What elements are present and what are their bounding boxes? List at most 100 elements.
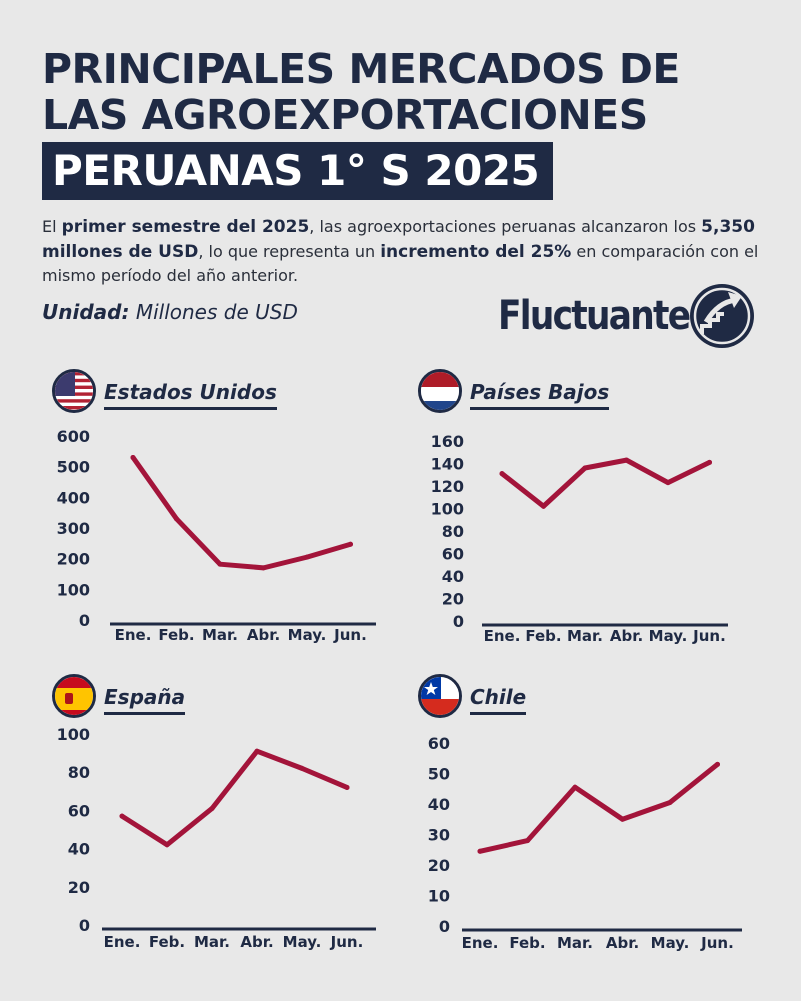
y-tick-label: 30 — [428, 826, 450, 845]
intro-text: en comparación con el mismo período del … — [42, 241, 759, 286]
chart-title-netherlands: Países Bajos — [470, 380, 610, 410]
chart-title-chile: Chile — [470, 685, 527, 715]
y-tick-label: 60 — [442, 545, 464, 564]
y-tick-label: 80 — [442, 522, 464, 541]
x-tick-label: Ene. — [462, 934, 499, 952]
chart-title-spain: España — [104, 685, 186, 715]
y-tick-label: 300 — [57, 519, 90, 538]
intro-highlight: incremento del 25% — [380, 241, 572, 262]
y-tick-label: 60 — [428, 734, 450, 753]
usa-flag-icon — [52, 369, 96, 413]
series-line — [499, 457, 712, 509]
unit-value: Millones de USD — [129, 300, 298, 324]
data-point — [174, 516, 179, 522]
data-point — [715, 761, 720, 767]
data-point — [624, 457, 629, 463]
x-tick-label: Feb. — [525, 627, 561, 645]
unit-label: Unidad: Millones de USD — [42, 300, 298, 324]
data-point — [667, 799, 673, 805]
spain-flag-icon — [52, 674, 96, 718]
intro-highlight: 5,350 millones de USD — [42, 217, 755, 262]
y-tick-label: 100 — [57, 725, 90, 744]
x-tick-label: Mar. — [194, 933, 230, 951]
x-tick-label: Abr. — [247, 626, 280, 644]
data-point — [217, 561, 223, 567]
page-title-highlight: PERUANAS 1° S 2025 — [42, 142, 554, 200]
page-title-line-2: LAS AGROEXPORTACIONES — [42, 91, 648, 139]
data-point — [525, 838, 530, 844]
chart-title-usa: Estados Unidos — [104, 380, 277, 410]
series-line — [119, 748, 350, 848]
intro-text: El — [42, 217, 62, 236]
y-tick-label: 160 — [431, 432, 464, 451]
y-tick-label: 400 — [57, 488, 90, 507]
y-tick-label: 600 — [57, 427, 90, 446]
data-point — [130, 454, 136, 460]
page-title-line-1: PRINCIPALES MERCADOS DE — [42, 45, 680, 93]
y-tick-label: 100 — [431, 500, 464, 519]
data-point — [304, 554, 310, 560]
y-tick-label: 40 — [428, 795, 450, 814]
unit-key: Unidad: — [42, 300, 130, 324]
y-tick-label: 200 — [57, 550, 90, 569]
data-point — [348, 541, 353, 547]
data-point — [254, 748, 260, 754]
y-tick-label: 0 — [79, 611, 90, 630]
data-point — [299, 765, 305, 771]
y-tick-label: 0 — [79, 916, 90, 935]
x-tick-label: Abr. — [606, 934, 639, 952]
series-line — [477, 761, 720, 854]
x-tick-label: Ene. — [115, 626, 152, 644]
y-tick-label: 40 — [68, 840, 90, 859]
y-tick-label: 140 — [431, 455, 464, 474]
data-point — [261, 565, 266, 571]
y-tick-label: 40 — [442, 567, 464, 586]
x-tick-label: Jun. — [330, 933, 364, 951]
x-tick-label: Abr. — [610, 627, 643, 645]
x-tick-label: Ene. — [484, 627, 521, 645]
y-tick-label: 0 — [439, 917, 450, 936]
y-tick-label: 20 — [442, 590, 464, 609]
y-tick-label: 60 — [68, 801, 90, 820]
line-chart-chile: 0 10 20 30 40 50 60 Ene. Feb. Mar. Abr. May. Jun. — [428, 734, 742, 952]
x-tick-label: Jun. — [692, 627, 726, 645]
x-tick-label: Mar. — [557, 934, 593, 952]
x-tick-label: May. — [288, 626, 327, 644]
intro-text: , las agroexportaciones peruanas alcanza… — [309, 217, 702, 236]
data-point — [477, 848, 483, 854]
rising-arrow-logo-icon — [690, 284, 754, 348]
line-chart-netherlands: 0 20 40 60 80 100 120 140 160 Ene. Feb. Mar. Abr. May… — [431, 432, 728, 645]
x-tick-label: Mar. — [567, 627, 603, 645]
data-point — [209, 805, 215, 811]
y-tick-label: 20 — [428, 856, 450, 875]
x-tick-label: Jun. — [333, 626, 367, 644]
data-point — [665, 480, 671, 486]
data-point — [572, 784, 578, 790]
chile-flag-icon — [418, 674, 462, 718]
y-tick-label: 80 — [68, 763, 90, 782]
y-tick-label: 10 — [428, 887, 450, 906]
x-tick-label: May. — [283, 933, 322, 951]
data-point — [119, 813, 125, 819]
y-tick-label: 0 — [453, 612, 464, 631]
x-tick-label: Feb. — [149, 933, 185, 951]
netherlands-flag-icon — [418, 369, 462, 413]
x-tick-label: Abr. — [240, 933, 273, 951]
intro-paragraph: El primer semestre del 2025, las agroexp… — [42, 215, 772, 288]
intro-highlight: primer semestre del 2025 — [61, 217, 310, 237]
y-tick-label: 120 — [431, 477, 464, 496]
y-tick-label: 100 — [57, 580, 90, 599]
x-tick-label: May. — [651, 934, 690, 952]
x-tick-label: Mar. — [202, 626, 238, 644]
line-chart-spain: 0 20 40 60 80 100 Ene. Feb. Mar. Abr. May. Jun. — [57, 725, 376, 951]
x-tick-label: Ene. — [104, 933, 141, 951]
data-point — [541, 503, 546, 509]
intro-text: , lo que representa un — [198, 241, 381, 261]
y-tick-label: 50 — [428, 765, 450, 784]
brand-name: Fluctuante — [498, 293, 691, 339]
brand-logo: Fluctuante — [498, 282, 756, 350]
x-tick-label: Jun. — [700, 934, 734, 952]
data-point — [620, 816, 625, 822]
data-point — [707, 459, 712, 465]
y-tick-label: 20 — [68, 878, 90, 897]
